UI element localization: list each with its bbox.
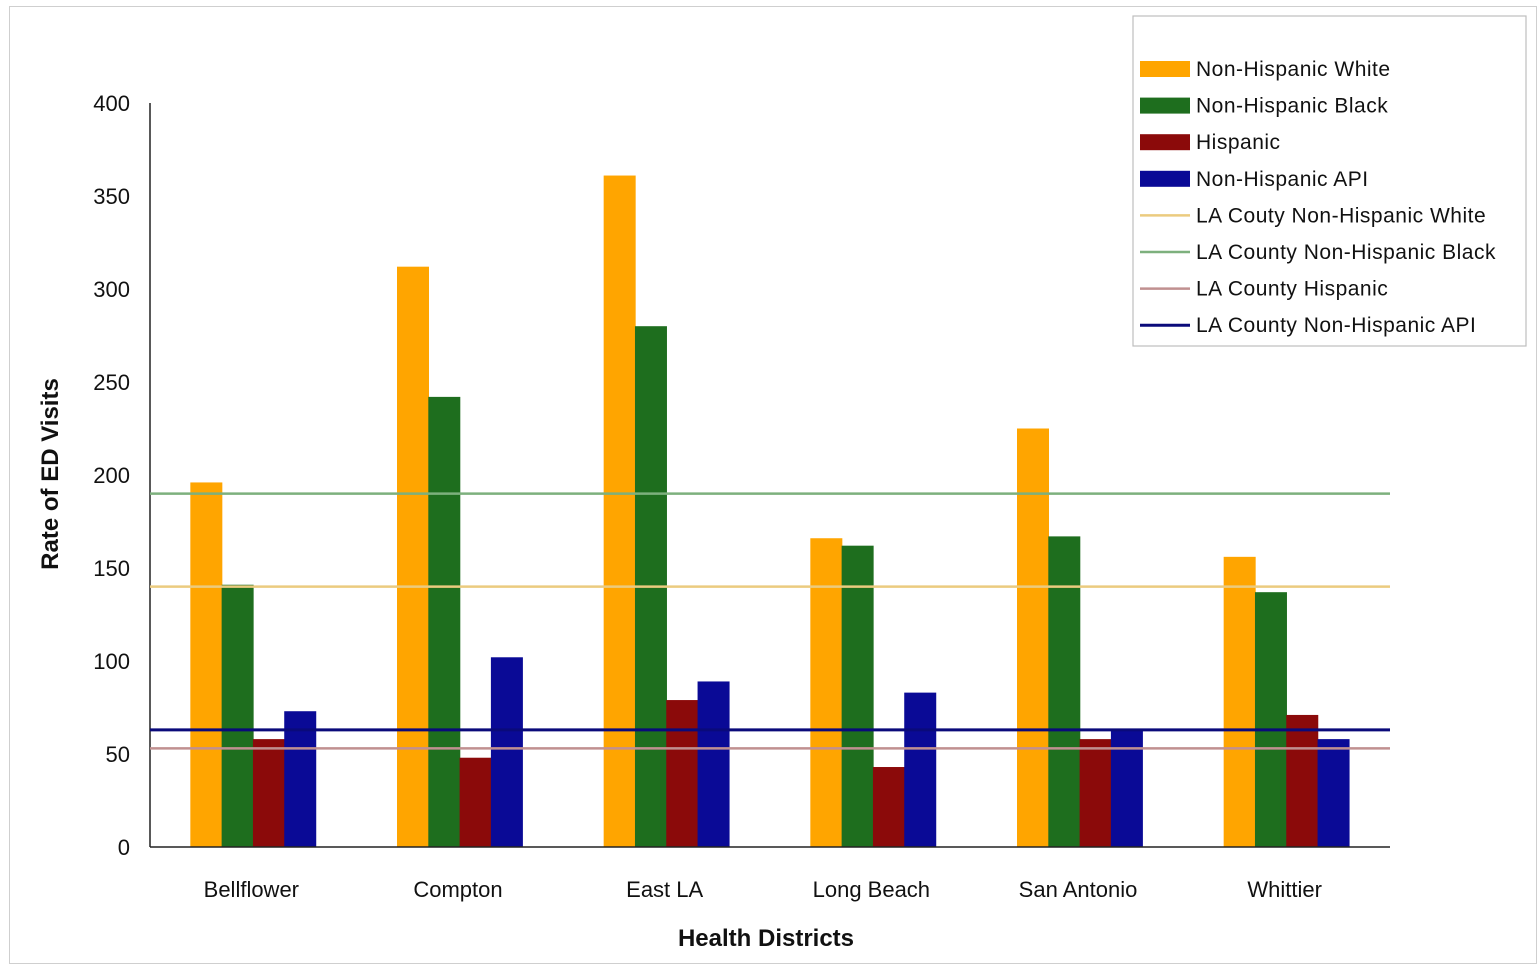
bar-hispanic-bellflower: [252, 739, 285, 847]
legend-box: [1132, 15, 1527, 347]
bar-hispanic-east-la: [666, 700, 699, 847]
y-tick-label: 100: [93, 649, 130, 674]
y-tick-label: 400: [93, 91, 130, 116]
legend-label: Non-Hispanic API: [1196, 168, 1369, 191]
y-tick-labels: 0 50 100 150 200 250 300 350 400: [93, 91, 130, 860]
bar-non-hispanic-black-whittier: [1254, 592, 1287, 847]
y-axis-title: Rate of ED Visits: [37, 378, 64, 570]
y-tick-label: 150: [93, 556, 130, 581]
bar-hispanic-long-beach: [872, 767, 905, 847]
x-tick-label: Bellflower: [204, 877, 299, 902]
legend-swatch: [1140, 61, 1190, 77]
axes: [149, 103, 1390, 848]
y-tick-label: 300: [93, 277, 130, 302]
y-tick-label: 250: [93, 370, 130, 395]
bar-non-hispanic-api-bellflower: [284, 711, 317, 847]
legend-label: LA Couty Non-Hispanic White: [1196, 204, 1486, 227]
legend-label: Hispanic: [1196, 131, 1281, 154]
bar-non-hispanic-black-san-antonio: [1048, 536, 1081, 847]
x-tick-label: Compton: [413, 877, 502, 902]
bar-non-hispanic-black-long-beach: [841, 545, 874, 847]
bar-non-hispanic-white-east-la: [603, 175, 636, 848]
y-tick-label: 350: [93, 184, 130, 209]
legend-label: Non-Hispanic Black: [1196, 95, 1388, 118]
y-tick-label: 50: [106, 742, 130, 767]
bar-non-hispanic-api-long-beach: [904, 692, 937, 847]
bar-non-hispanic-white-long-beach: [810, 538, 843, 847]
bar-non-hispanic-api-whittier: [1317, 739, 1350, 847]
x-axis-title: Health Districts: [678, 925, 854, 952]
legend-label: LA County Non-Hispanic API: [1196, 314, 1476, 337]
bar-hispanic-san-antonio: [1079, 739, 1112, 847]
x-tick-label: Long Beach: [813, 877, 930, 902]
bar-non-hispanic-white-whittier: [1223, 556, 1256, 847]
reference-lines: [150, 492, 1390, 750]
legend-swatch: [1140, 134, 1190, 151]
y-tick-label: 0: [118, 835, 130, 860]
bar-hispanic-compton: [459, 757, 492, 847]
bar-non-hispanic-white-bellflower: [190, 482, 223, 847]
legend: Non-Hispanic White Non-Hispanic Black Hisp…: [1132, 15, 1527, 347]
bar-non-hispanic-white-compton: [397, 266, 429, 847]
x-tick-label: San Antonio: [1019, 877, 1138, 902]
bar-non-hispanic-black-bellflower: [221, 584, 254, 847]
x-tick-label: East LA: [626, 877, 703, 902]
bar-non-hispanic-api-compton: [490, 657, 523, 847]
bars: [190, 175, 1350, 848]
y-tick-label: 200: [93, 463, 130, 488]
bar-non-hispanic-white-san-antonio: [1017, 428, 1049, 847]
bar-hispanic-whittier: [1286, 714, 1319, 847]
x-tick-labels: Bellflower Compton East LA Long Beach San An…: [204, 877, 1322, 902]
legend-swatch: [1140, 97, 1190, 114]
legend-label: Non-Hispanic White: [1196, 58, 1391, 81]
x-tick-label: Whittier: [1247, 877, 1322, 902]
legend-label: LA County Non-Hispanic Black: [1196, 241, 1496, 264]
bar-non-hispanic-api-east-la: [697, 681, 730, 847]
legend-label: LA County Hispanic: [1196, 278, 1388, 301]
bar-non-hispanic-black-compton: [428, 396, 461, 847]
legend-swatch: [1140, 170, 1190, 187]
